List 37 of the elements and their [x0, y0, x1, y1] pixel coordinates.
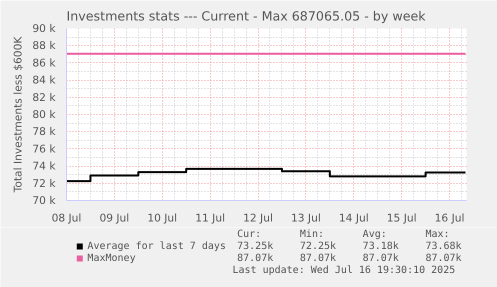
- text: Cur:: [237, 229, 262, 240]
- legend-label: MaxMoney: [87, 253, 136, 264]
- x-tick-label: 13 Jul: [291, 212, 321, 224]
- chart-title: Investments stats --- Current - Max 687065.05 - by week: [66, 8, 426, 24]
- text: 73.18k: [362, 241, 399, 252]
- text: 87.07k: [237, 253, 274, 264]
- y-tick-label: 82 k: [32, 90, 56, 104]
- text: 72.25k: [300, 241, 336, 252]
- y-tick-label: 88 k: [32, 39, 56, 52]
- x-tick-label: 15 Jul: [386, 212, 417, 224]
- y-tick-label: 90 k: [32, 22, 56, 35]
- y-tick-label: 70 k: [32, 194, 56, 207]
- text: 73.68k: [425, 241, 462, 252]
- text: 87.07k: [362, 253, 399, 264]
- legend-label: Average for last 7 days: [87, 241, 226, 252]
- y-tick-label: 74 k: [32, 160, 56, 173]
- y-axis-title: Total Investments less $600K: [11, 36, 24, 194]
- y-tick-label: 84 k: [32, 74, 56, 87]
- y-tick-label: 86 k: [32, 56, 56, 70]
- text: 87.07k: [425, 253, 462, 264]
- y-tick-label: 76 k: [32, 142, 56, 156]
- text: Min:: [300, 229, 324, 240]
- x-tick-label: 16 Jul: [434, 212, 464, 224]
- x-tick-label: 11 Jul: [195, 212, 226, 224]
- text: Avg:: [362, 229, 387, 240]
- y-tick-label: 78 k: [32, 125, 56, 138]
- x-tick-label: 08 Jul: [52, 212, 82, 224]
- text: Max:: [425, 229, 450, 240]
- x-tick-label: 12 Jul: [243, 212, 273, 224]
- text: Last update: Wed Jul 16 19:30:10 2025: [232, 265, 456, 276]
- x-tick-label: 09 Jul: [99, 212, 130, 224]
- x-tick-label: 10 Jul: [147, 212, 178, 224]
- text: 87.07k: [300, 253, 336, 264]
- x-tick-label: 14 Jul: [338, 212, 369, 224]
- text: 73.25k: [237, 241, 274, 252]
- y-tick-label: 80 k: [32, 108, 56, 121]
- y-tick-label: 72 k: [32, 176, 56, 190]
